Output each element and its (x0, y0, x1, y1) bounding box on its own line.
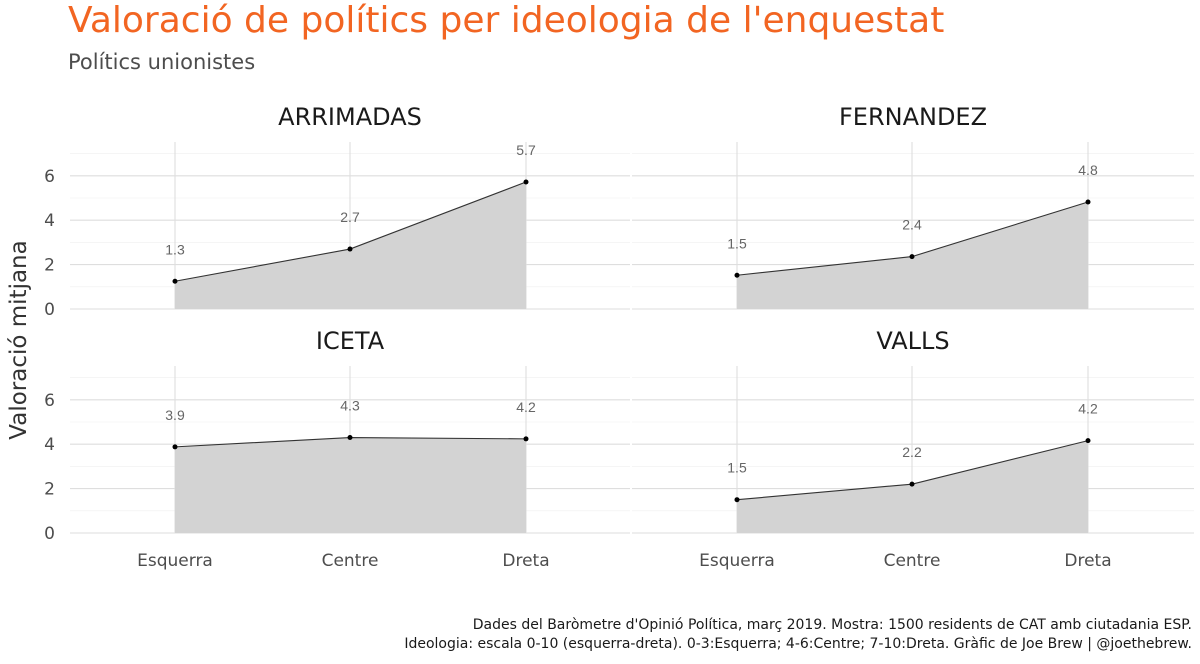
point-valls-dreta (1085, 438, 1091, 444)
panel-title-iceta: ICETA (316, 327, 385, 355)
x-tick-label: Esquerra (699, 551, 775, 571)
y-axis-label: Valoració mitjana (6, 240, 32, 439)
point-fernandez-centre (909, 254, 915, 260)
x-tick-label: Centre (322, 551, 379, 571)
data-label-valls-centre: 2.2 (902, 444, 922, 460)
point-arrimadas-centre (347, 246, 353, 252)
panel-fernandez: 1.5 2.4 4.8 FERNANDEZ (632, 103, 1194, 310)
panel-title-arrimadas: ARRIMADAS (278, 103, 422, 131)
data-label-fernandez-centre: 2.4 (902, 217, 922, 233)
data-label-fernandez-dreta: 4.8 (1078, 162, 1098, 178)
x-tick-label: Centre (884, 551, 941, 571)
point-fernandez-esquerra (734, 272, 740, 278)
point-iceta-dreta (523, 436, 529, 442)
point-iceta-centre (347, 435, 353, 441)
y-tick-label: 2 (44, 256, 55, 276)
point-iceta-esquerra (172, 444, 178, 450)
point-arrimadas-dreta (523, 179, 529, 185)
data-label-arrimadas-dreta: 5.7 (516, 142, 536, 158)
panel-title-valls: VALLS (876, 327, 949, 355)
panels: 1.3 2.7 5.7 ARRIMADAS 0 2 4 6 1.5 2.4 4.8 FERNANDEZ… (44, 103, 1194, 571)
chart-title: Valoració de polítics per ideologia de l… (68, 0, 944, 41)
y-tick-label: 4 (44, 211, 55, 231)
area-iceta (175, 437, 526, 533)
caption-line-1: Dades del Baròmetre d'Opinió Política, m… (473, 617, 1192, 633)
data-label-valls-dreta: 4.2 (1078, 401, 1098, 417)
y-tick-label: 4 (44, 435, 55, 455)
data-label-arrimadas-esquerra: 1.3 (165, 241, 185, 257)
panel-valls: 1.5 2.2 4.2 VALLS Esquerra Centre Dreta (632, 327, 1194, 571)
y-tick-label: 6 (44, 391, 55, 411)
area-fernandez (737, 201, 1088, 309)
point-valls-esquerra (734, 497, 740, 503)
area-arrimadas (175, 182, 526, 309)
point-arrimadas-esquerra (172, 278, 178, 284)
y-tick-label: 6 (44, 167, 55, 187)
data-label-arrimadas-centre: 2.7 (340, 209, 360, 225)
panel-title-fernandez: FERNANDEZ (839, 103, 987, 131)
panel-iceta: 3.9 4.3 4.2 ICETA 0 2 4 6 Esquerra Centre Dreta (44, 327, 630, 571)
chart-subtitle: Polítics unionistes (68, 50, 255, 74)
y-tick-label: 2 (44, 480, 55, 500)
x-tick-label: Esquerra (137, 551, 213, 571)
data-label-iceta-centre: 4.3 (340, 398, 360, 414)
y-tick-label: 0 (44, 524, 55, 544)
panel-arrimadas: 1.3 2.7 5.7 ARRIMADAS 0 2 4 6 (44, 103, 630, 320)
point-fernandez-dreta (1085, 199, 1091, 205)
data-label-iceta-dreta: 4.2 (516, 399, 536, 415)
data-label-fernandez-esquerra: 1.5 (727, 235, 747, 251)
x-tick-label: Dreta (502, 551, 549, 571)
data-label-valls-esquerra: 1.5 (727, 460, 747, 476)
data-label-iceta-esquerra: 3.9 (165, 407, 185, 423)
area-valls (737, 440, 1088, 533)
y-tick-label: 0 (44, 300, 55, 320)
caption-line-2: Ideologia: escala 0-10 (esquerra-dreta).… (404, 636, 1192, 652)
x-tick-label: Dreta (1064, 551, 1111, 571)
point-valls-centre (909, 481, 915, 487)
